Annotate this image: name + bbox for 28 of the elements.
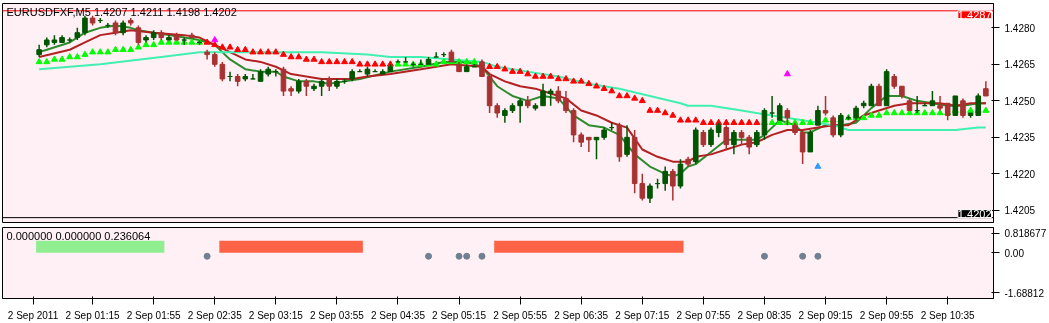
- chart-title: 0.000000 0.000000 0.236064: [6, 229, 151, 242]
- x-tick-label: 2 Sep 2011: [7, 309, 59, 321]
- ref-line-label: 1.4287: [957, 8, 992, 21]
- x-tick-label: 2 Sep 04:35: [371, 309, 426, 321]
- y-tick-label: 0.00: [1004, 247, 1025, 259]
- x-tick-label: 2 Sep 01:55: [126, 309, 182, 321]
- x-tick-label: 2 Sep 07:15: [615, 309, 670, 321]
- x-tick-label: 2 Sep 03:15: [248, 309, 304, 321]
- x-tick-label: 2 Sep 02:35: [187, 309, 243, 321]
- x-tick-label: 2 Sep 07:55: [676, 309, 731, 321]
- x-tick-label: 2 Sep 05:55: [493, 309, 548, 321]
- x-tick-label: 2 Sep 10:35: [920, 309, 976, 321]
- x-tick-label: 2 Sep 03:55: [309, 309, 365, 321]
- x-tick-label: 2 Sep 09:55: [859, 309, 915, 321]
- ref-line-label: 1.4202: [957, 207, 992, 220]
- y-tick-label: 1.4265: [1004, 59, 1036, 71]
- y-tick-label: 0.818677: [1004, 228, 1047, 240]
- x-tick-label: 2 Sep 06:35: [554, 309, 609, 321]
- y-tick-label: -1.68812: [1004, 287, 1045, 299]
- y-tick-label: 1.4280: [1004, 22, 1036, 34]
- y-tick-label: 1.4250: [1004, 95, 1036, 107]
- y-tick-label: 1.4235: [1004, 132, 1036, 144]
- y-tick-label: 1.4220: [1004, 168, 1036, 180]
- x-tick-label: 2 Sep 05:15: [432, 309, 487, 321]
- x-tick-label: 2 Sep 01:15: [65, 309, 120, 321]
- y-tick-label: 1.4205: [1004, 205, 1036, 217]
- x-tick-label: 2 Sep 08:35: [737, 309, 792, 321]
- x-tick-label: 2 Sep 09:15: [798, 309, 853, 321]
